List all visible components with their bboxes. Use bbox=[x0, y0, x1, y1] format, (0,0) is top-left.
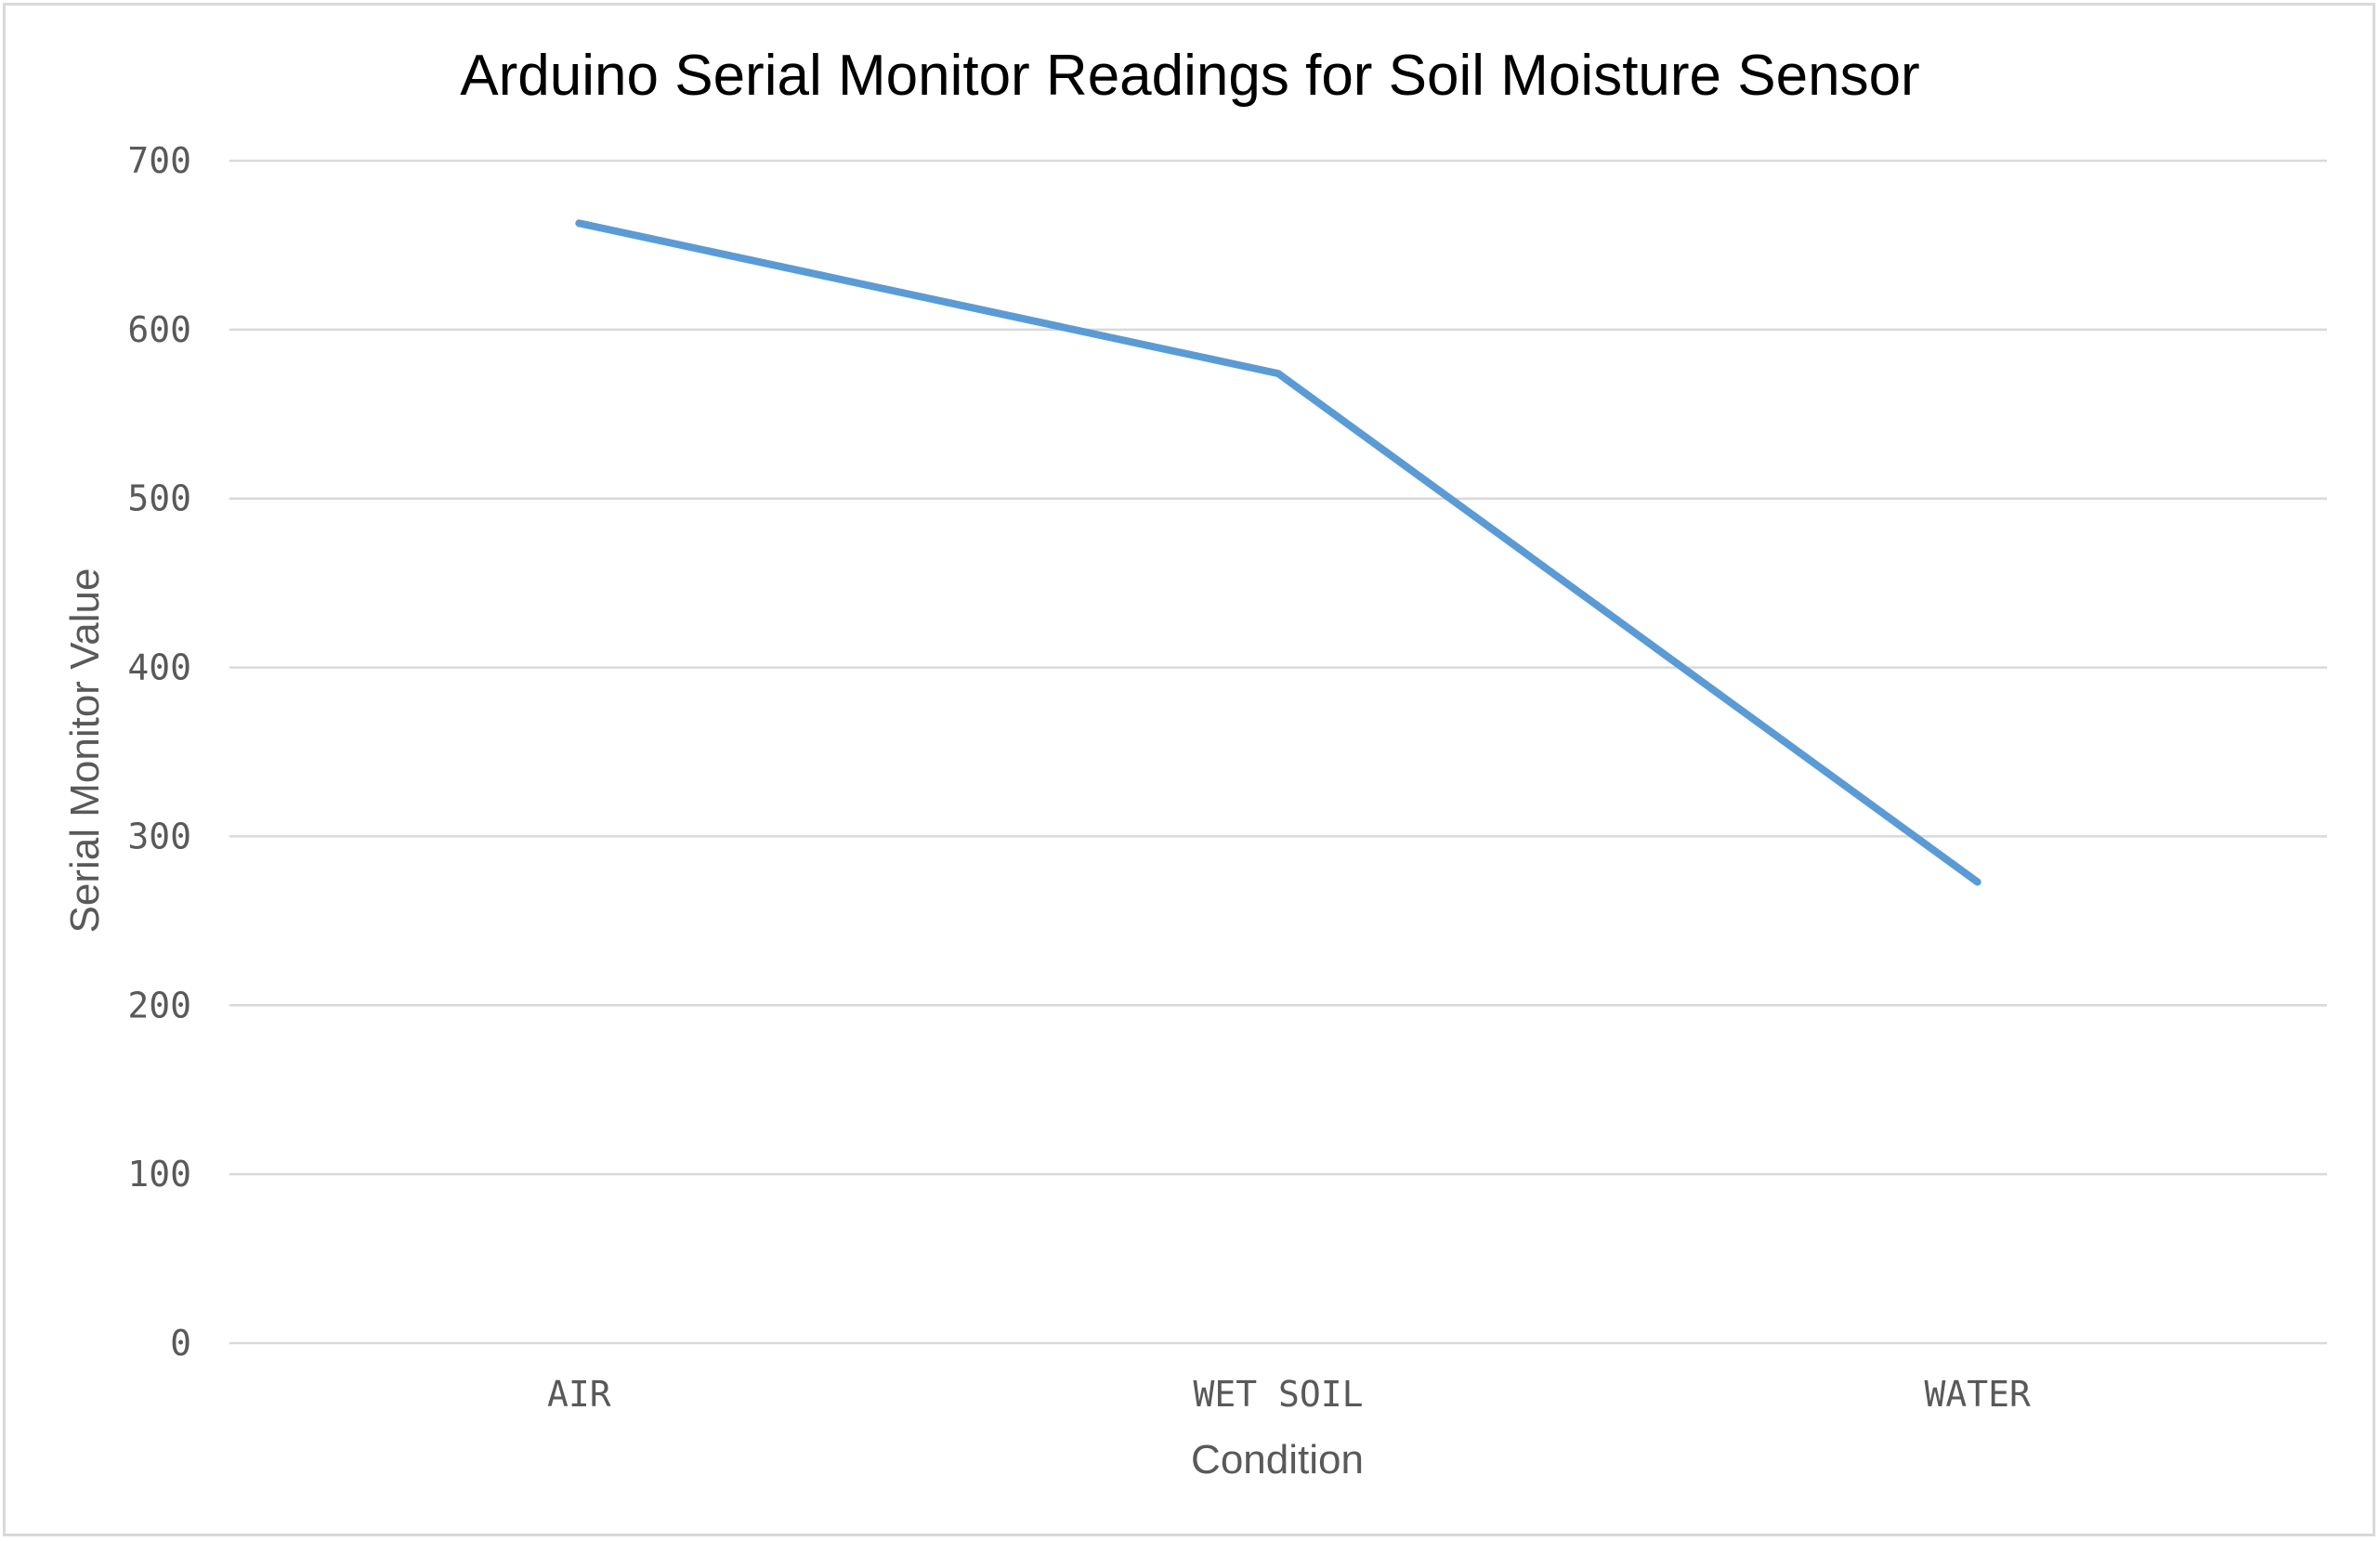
chart-area bbox=[3, 3, 2375, 1536]
gridlines bbox=[229, 159, 2327, 1345]
series-line-0 bbox=[575, 219, 1981, 886]
x-axis-title: Condition bbox=[1191, 1437, 1364, 1482]
x-tick-label: WATER bbox=[1924, 1374, 2031, 1415]
y-tick-label: 700 bbox=[127, 140, 191, 181]
x-tick-label: WET SOIL bbox=[1193, 1374, 1363, 1415]
y-tick-label: 100 bbox=[127, 1154, 191, 1195]
y-tick-label: 300 bbox=[127, 816, 191, 856]
y-axis-title: Serial Monitor Value bbox=[62, 568, 108, 934]
y-tick-label: 200 bbox=[127, 985, 191, 1025]
x-tick-label: AIR bbox=[547, 1374, 611, 1415]
y-tick-label: 600 bbox=[127, 309, 191, 350]
chart-title: Arduino Serial Monitor Readings for Soil… bbox=[460, 44, 1919, 108]
y-tick-label: 0 bbox=[170, 1323, 191, 1364]
y-tick-label: 500 bbox=[127, 478, 191, 519]
series-layer bbox=[575, 219, 1981, 886]
y-axis-ticks: 0 100 200 300 400 500 600 700 bbox=[127, 140, 191, 1364]
x-axis-ticks: AIR WET SOIL WATER bbox=[547, 1374, 2031, 1415]
y-tick-label: 400 bbox=[127, 647, 191, 688]
